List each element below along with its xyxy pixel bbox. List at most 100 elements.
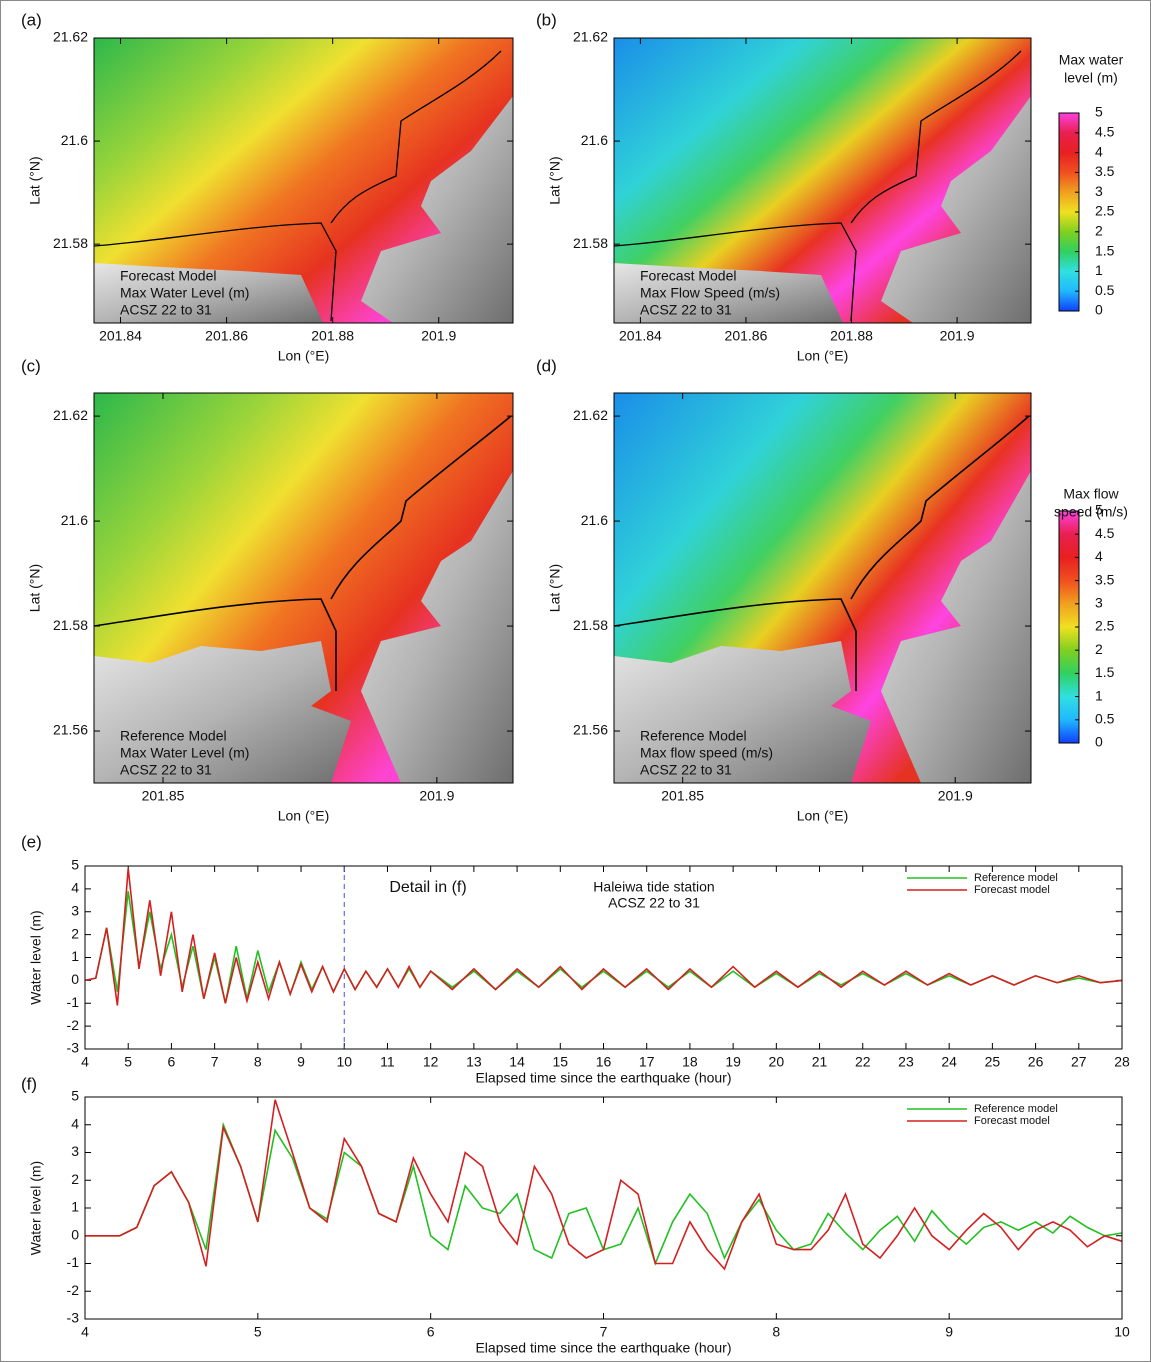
x-tick-label: 201.84 <box>99 328 142 344</box>
plot-frame <box>93 392 514 784</box>
map-annotation: Max Water Level (m) <box>120 745 249 761</box>
map-annotation: Max Flow Speed (m/s) <box>640 285 780 301</box>
panel-label: (c) <box>21 356 41 375</box>
colorbar-tick-label: 4 <box>1095 143 1103 159</box>
x-tick-label: 201.88 <box>830 328 873 344</box>
x-axis-label: Lon (°E) <box>278 808 330 824</box>
x-tick-label: 20 <box>769 1054 785 1070</box>
y-tick-label: 3 <box>71 902 79 918</box>
legend-label: Forecast model <box>974 1115 1050 1127</box>
colorbar-tick-label: 1 <box>1095 262 1103 278</box>
map-annotation: Forecast Model <box>120 268 216 284</box>
y-tick-label: 21.62 <box>573 29 608 45</box>
plot-frame <box>613 392 1032 784</box>
y-tick-label: 4 <box>71 1115 79 1131</box>
colorbar-tick-label: 4.5 <box>1095 525 1115 541</box>
colorbar-tick-label: 3.5 <box>1095 163 1115 179</box>
x-axis-label: Lon (°E) <box>797 808 849 824</box>
y-tick-label: 1 <box>71 1199 79 1215</box>
x-tick-label: 10 <box>1114 1324 1130 1340</box>
x-tick-label: 6 <box>427 1324 435 1340</box>
annotation: ACSZ 22 to 31 <box>608 895 700 911</box>
annotation: Detail in (f) <box>389 879 466 896</box>
series-line <box>84 891 1123 1004</box>
map-annotation: ACSZ 22 to 31 <box>640 762 732 778</box>
x-axis-label: Lon (°E) <box>278 348 330 364</box>
map-b <box>613 38 1031 323</box>
y-axis-label: Lat (°N) <box>547 564 563 612</box>
legend-label: Reference model <box>974 872 1058 884</box>
series-line <box>85 1099 1123 1271</box>
annotation: Haleiwa tide station <box>593 879 714 895</box>
x-tick-label: 201.86 <box>725 328 768 344</box>
colorbar-tick-label: 0 <box>1095 734 1103 750</box>
panel-label: (e) <box>21 832 42 851</box>
panel-label: (d) <box>536 356 557 375</box>
x-tick-label: 201.84 <box>619 328 662 344</box>
colorbar-tick-label: 2 <box>1095 641 1103 657</box>
panel-label: (b) <box>536 10 557 29</box>
x-tick-label: 12 <box>423 1054 439 1070</box>
colorbar-tick-label: 5 <box>1095 104 1103 120</box>
colorbar-tick-label: 2 <box>1095 223 1103 239</box>
y-axis-label: Water level (m) <box>28 1161 44 1255</box>
y-axis-label: Lat (°N) <box>27 156 43 204</box>
y-tick-label: 5 <box>71 857 79 873</box>
colorbar-tick-label: 0.5 <box>1095 711 1115 727</box>
x-tick-label: 17 <box>639 1054 655 1070</box>
series-line <box>85 1121 1123 1266</box>
y-tick-label: 0 <box>71 1226 79 1242</box>
legend-label: Forecast model <box>974 884 1050 896</box>
y-tick-label: 21.6 <box>61 132 88 148</box>
y-tick-label: -1 <box>67 994 80 1010</box>
colorbar-tick-label: 0.5 <box>1095 282 1115 298</box>
x-tick-label: 9 <box>945 1324 953 1340</box>
x-tick-label: 21 <box>812 1054 828 1070</box>
y-tick-label: 21.56 <box>53 722 88 738</box>
y-tick-label: 21.58 <box>53 617 88 633</box>
x-tick-label: 18 <box>682 1054 698 1070</box>
legend-label: Reference model <box>974 1103 1058 1115</box>
x-tick-label: 201.85 <box>661 788 704 804</box>
x-tick-label: 8 <box>254 1054 262 1070</box>
map-d <box>613 393 1031 783</box>
y-tick-label: 21.62 <box>53 407 88 423</box>
x-tick-label: 22 <box>855 1054 871 1070</box>
x-tick-label: 7 <box>600 1324 608 1340</box>
y-tick-label: 1 <box>71 948 79 964</box>
y-tick-label: 21.58 <box>573 617 608 633</box>
colorbar-1 <box>1059 113 1079 311</box>
x-axis-label: Elapsed time since the earthquake (hour) <box>475 1070 731 1086</box>
x-tick-label: 9 <box>297 1054 305 1070</box>
y-tick-label: -1 <box>67 1254 80 1270</box>
x-tick-label: 201.9 <box>938 788 973 804</box>
y-tick-label: 3 <box>71 1143 79 1159</box>
y-tick-label: -3 <box>67 1310 80 1326</box>
map-annotation: Max Water Level (m) <box>120 285 249 301</box>
y-axis-label: Lat (°N) <box>27 564 43 612</box>
colorbar-tick-label: 2.5 <box>1095 618 1115 634</box>
panel-label: (f) <box>21 1074 37 1093</box>
y-tick-label: 2 <box>71 925 79 941</box>
y-tick-label: 21.56 <box>573 722 608 738</box>
y-tick-label: 21.6 <box>581 132 608 148</box>
map-a <box>93 38 513 323</box>
map-annotation: Reference Model <box>640 728 747 744</box>
colorbar-title: Max flow <box>1063 486 1119 502</box>
x-tick-label: 13 <box>466 1054 482 1070</box>
y-tick-label: 4 <box>71 880 79 896</box>
y-tick-label: 21.6 <box>581 512 608 528</box>
map-c <box>93 393 513 783</box>
colorbar-tick-label: 0 <box>1095 302 1103 318</box>
x-tick-label: 5 <box>254 1324 262 1340</box>
x-tick-label: 5 <box>124 1054 132 1070</box>
x-tick-label: 14 <box>509 1054 525 1070</box>
x-tick-label: 15 <box>553 1054 569 1070</box>
plot-frame <box>93 37 514 324</box>
colorbar-tick-label: 3.5 <box>1095 571 1115 587</box>
x-tick-label: 201.86 <box>205 328 248 344</box>
x-tick-label: 201.85 <box>142 788 185 804</box>
y-tick-label: 2 <box>71 1171 79 1187</box>
y-tick-label: 21.6 <box>61 512 88 528</box>
